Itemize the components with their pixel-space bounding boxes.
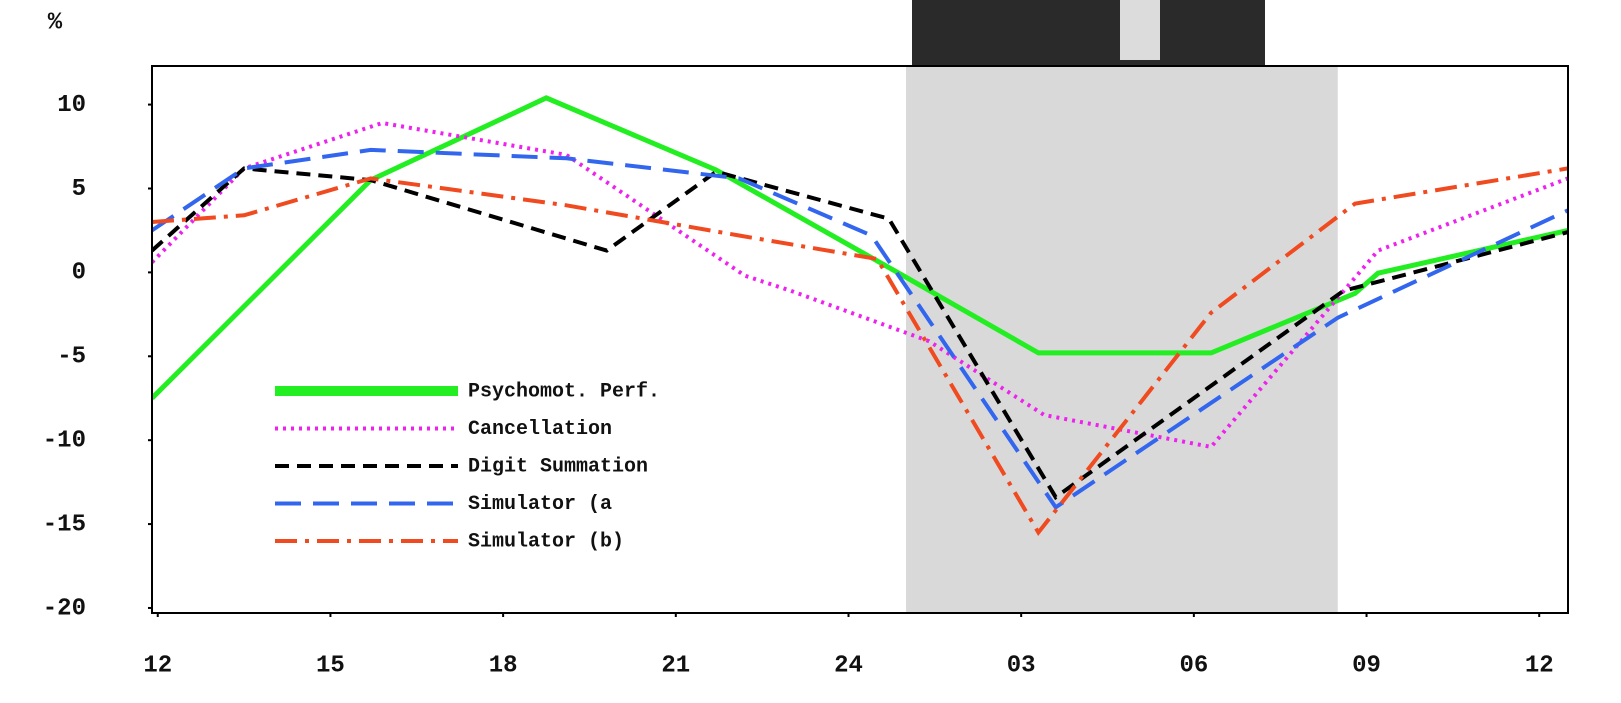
y-tick-label: -15 [43,511,86,538]
y-tick-label: 5 [72,176,86,203]
y-tick-label: -5 [57,344,86,371]
y-tick-label: -10 [43,428,86,455]
video-overlay-cup [1120,0,1160,60]
shaded-region [906,66,1338,613]
x-tick-label: 18 [489,652,518,679]
legend-label: Simulator (a [468,493,612,516]
x-tick-label: 12 [1525,652,1554,679]
x-tick-label: 24 [834,652,863,679]
series-line [152,98,1568,398]
series-line [152,123,1568,447]
video-overlay [912,0,1265,66]
x-tick-label: 15 [316,652,345,679]
x-tick-label: 03 [1007,652,1036,679]
legend-label: Digit Summation [468,455,648,478]
legend-label: Simulator (b) [468,530,624,553]
page: % 10 5 0 -5 -10 -15 -20 12 15 18 21 24 03 06 09 12 Psych… [0,0,1621,703]
series-line [152,168,1568,497]
plot-frame [152,66,1568,613]
x-tick-label: 21 [661,652,690,679]
legend-label: Cancellation [468,418,612,441]
x-tick-label: 06 [1179,652,1208,679]
x-tick-label: 12 [143,652,172,679]
legend-label: Psychomot. Perf. [468,380,660,403]
y-tick-label: 0 [72,260,86,287]
y-unit: % [48,9,63,36]
x-tick-label: 09 [1352,652,1381,679]
y-tick-label: 10 [57,92,86,119]
series-line [152,168,1568,532]
y-tick-label: -20 [43,595,86,622]
chart: % 10 5 0 -5 -10 -15 -20 12 15 18 21 24 03 06 09 12 Psych… [0,0,1621,703]
